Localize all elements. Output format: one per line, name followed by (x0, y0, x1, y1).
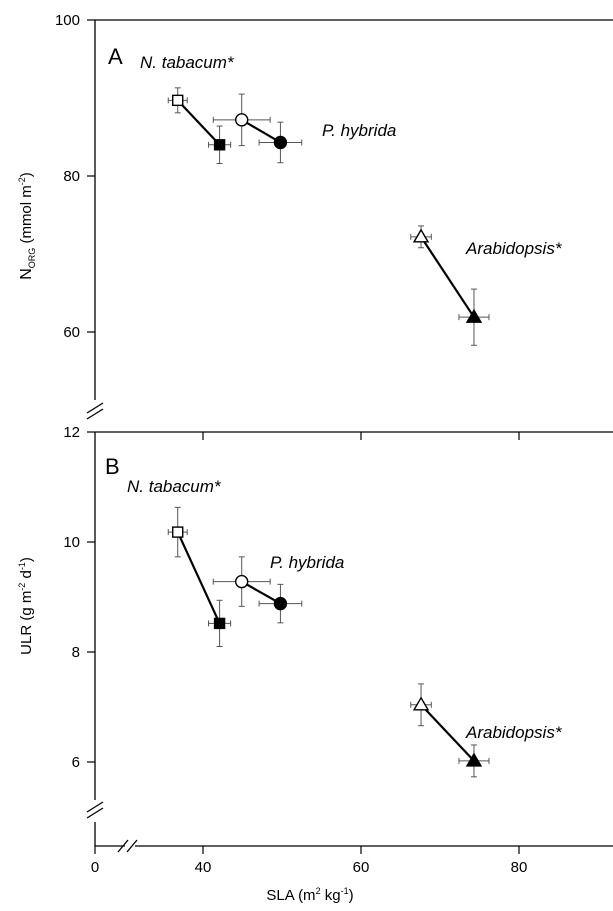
x-axis-ticks: 0 40 60 80 (91, 846, 528, 876)
panel-b-y-tick-label: 12 (63, 424, 80, 441)
panel-a-connector-line (176, 99, 221, 146)
panel-b-label-p-hybrida: P. hybrida (270, 553, 344, 572)
panel-b-marks (167, 506, 490, 778)
panel-a-point-square-filled (213, 139, 226, 151)
panel-b-point-circle-open (235, 574, 249, 589)
panel-b-y-tick-label: 8 (72, 644, 80, 661)
panel-a-point-circle-filled (273, 135, 288, 150)
panel-a-y-tick-label: 80 (63, 168, 80, 185)
x-tick-label: 40 (195, 859, 212, 876)
panel-a-axes (86, 19, 613, 433)
panel-b-connector-line (176, 531, 221, 624)
panel-b-point-circle-filled (273, 596, 288, 611)
panel-a-ticks: 60 80 100 (55, 12, 95, 341)
panel-b-y-axis-label: ULR (g m-2 d-1) (17, 557, 35, 655)
panel-b-ticks: 6 8 10 12 (63, 424, 95, 771)
panel-a-label-n-tabacum: N. tabacum* (140, 53, 235, 72)
shared-edge-ticks (202, 432, 520, 440)
panel-a-label-arabidopsis: Arabidopsis* (465, 239, 563, 258)
x-tick-label: 0 (91, 859, 99, 876)
panel-a-connector-line (241, 118, 281, 144)
x-axis-label: SLA (m2 kg-1) (266, 886, 353, 904)
panel-b-label-arabidopsis: Arabidopsis* (465, 723, 563, 742)
panel-a-y-tick-label: 100 (55, 12, 80, 29)
panel-a-point-triangle-open (412, 228, 430, 243)
panel-b-y-tick-label: 6 (72, 754, 80, 771)
panel-b-point-square-open (172, 526, 184, 538)
panel-b-label-n-tabacum: N. tabacum* (127, 477, 222, 496)
panel-b-y-tick-label: 10 (63, 534, 80, 551)
panel-a-y-tick-label: 60 (63, 324, 80, 341)
panel-b-point-triangle-open (412, 696, 430, 711)
panel-a-point-circle-open (235, 113, 249, 127)
panel-a-label: A (108, 44, 123, 69)
panel-a-connector-line (420, 236, 475, 318)
panel-a-label-p-hybrida: P. hybrida (322, 121, 396, 140)
panel-b-connector-line (420, 704, 475, 762)
panel-a-y-axis-label: NORG (mmol m-2) (17, 172, 37, 280)
panel-b-point-triangle-filled (465, 752, 483, 767)
panel-a-point-triangle-filled (465, 308, 483, 323)
panel-b-connector-line (241, 580, 281, 605)
x-tick-label: 80 (511, 859, 528, 876)
panel-a-point-square-open (172, 94, 184, 107)
panel-b-axes (86, 432, 613, 853)
panel-b-point-square-filled (213, 617, 226, 630)
x-tick-label: 60 (353, 859, 370, 876)
panel-b-label: B (105, 454, 120, 479)
panel-a-marks (167, 87, 490, 346)
